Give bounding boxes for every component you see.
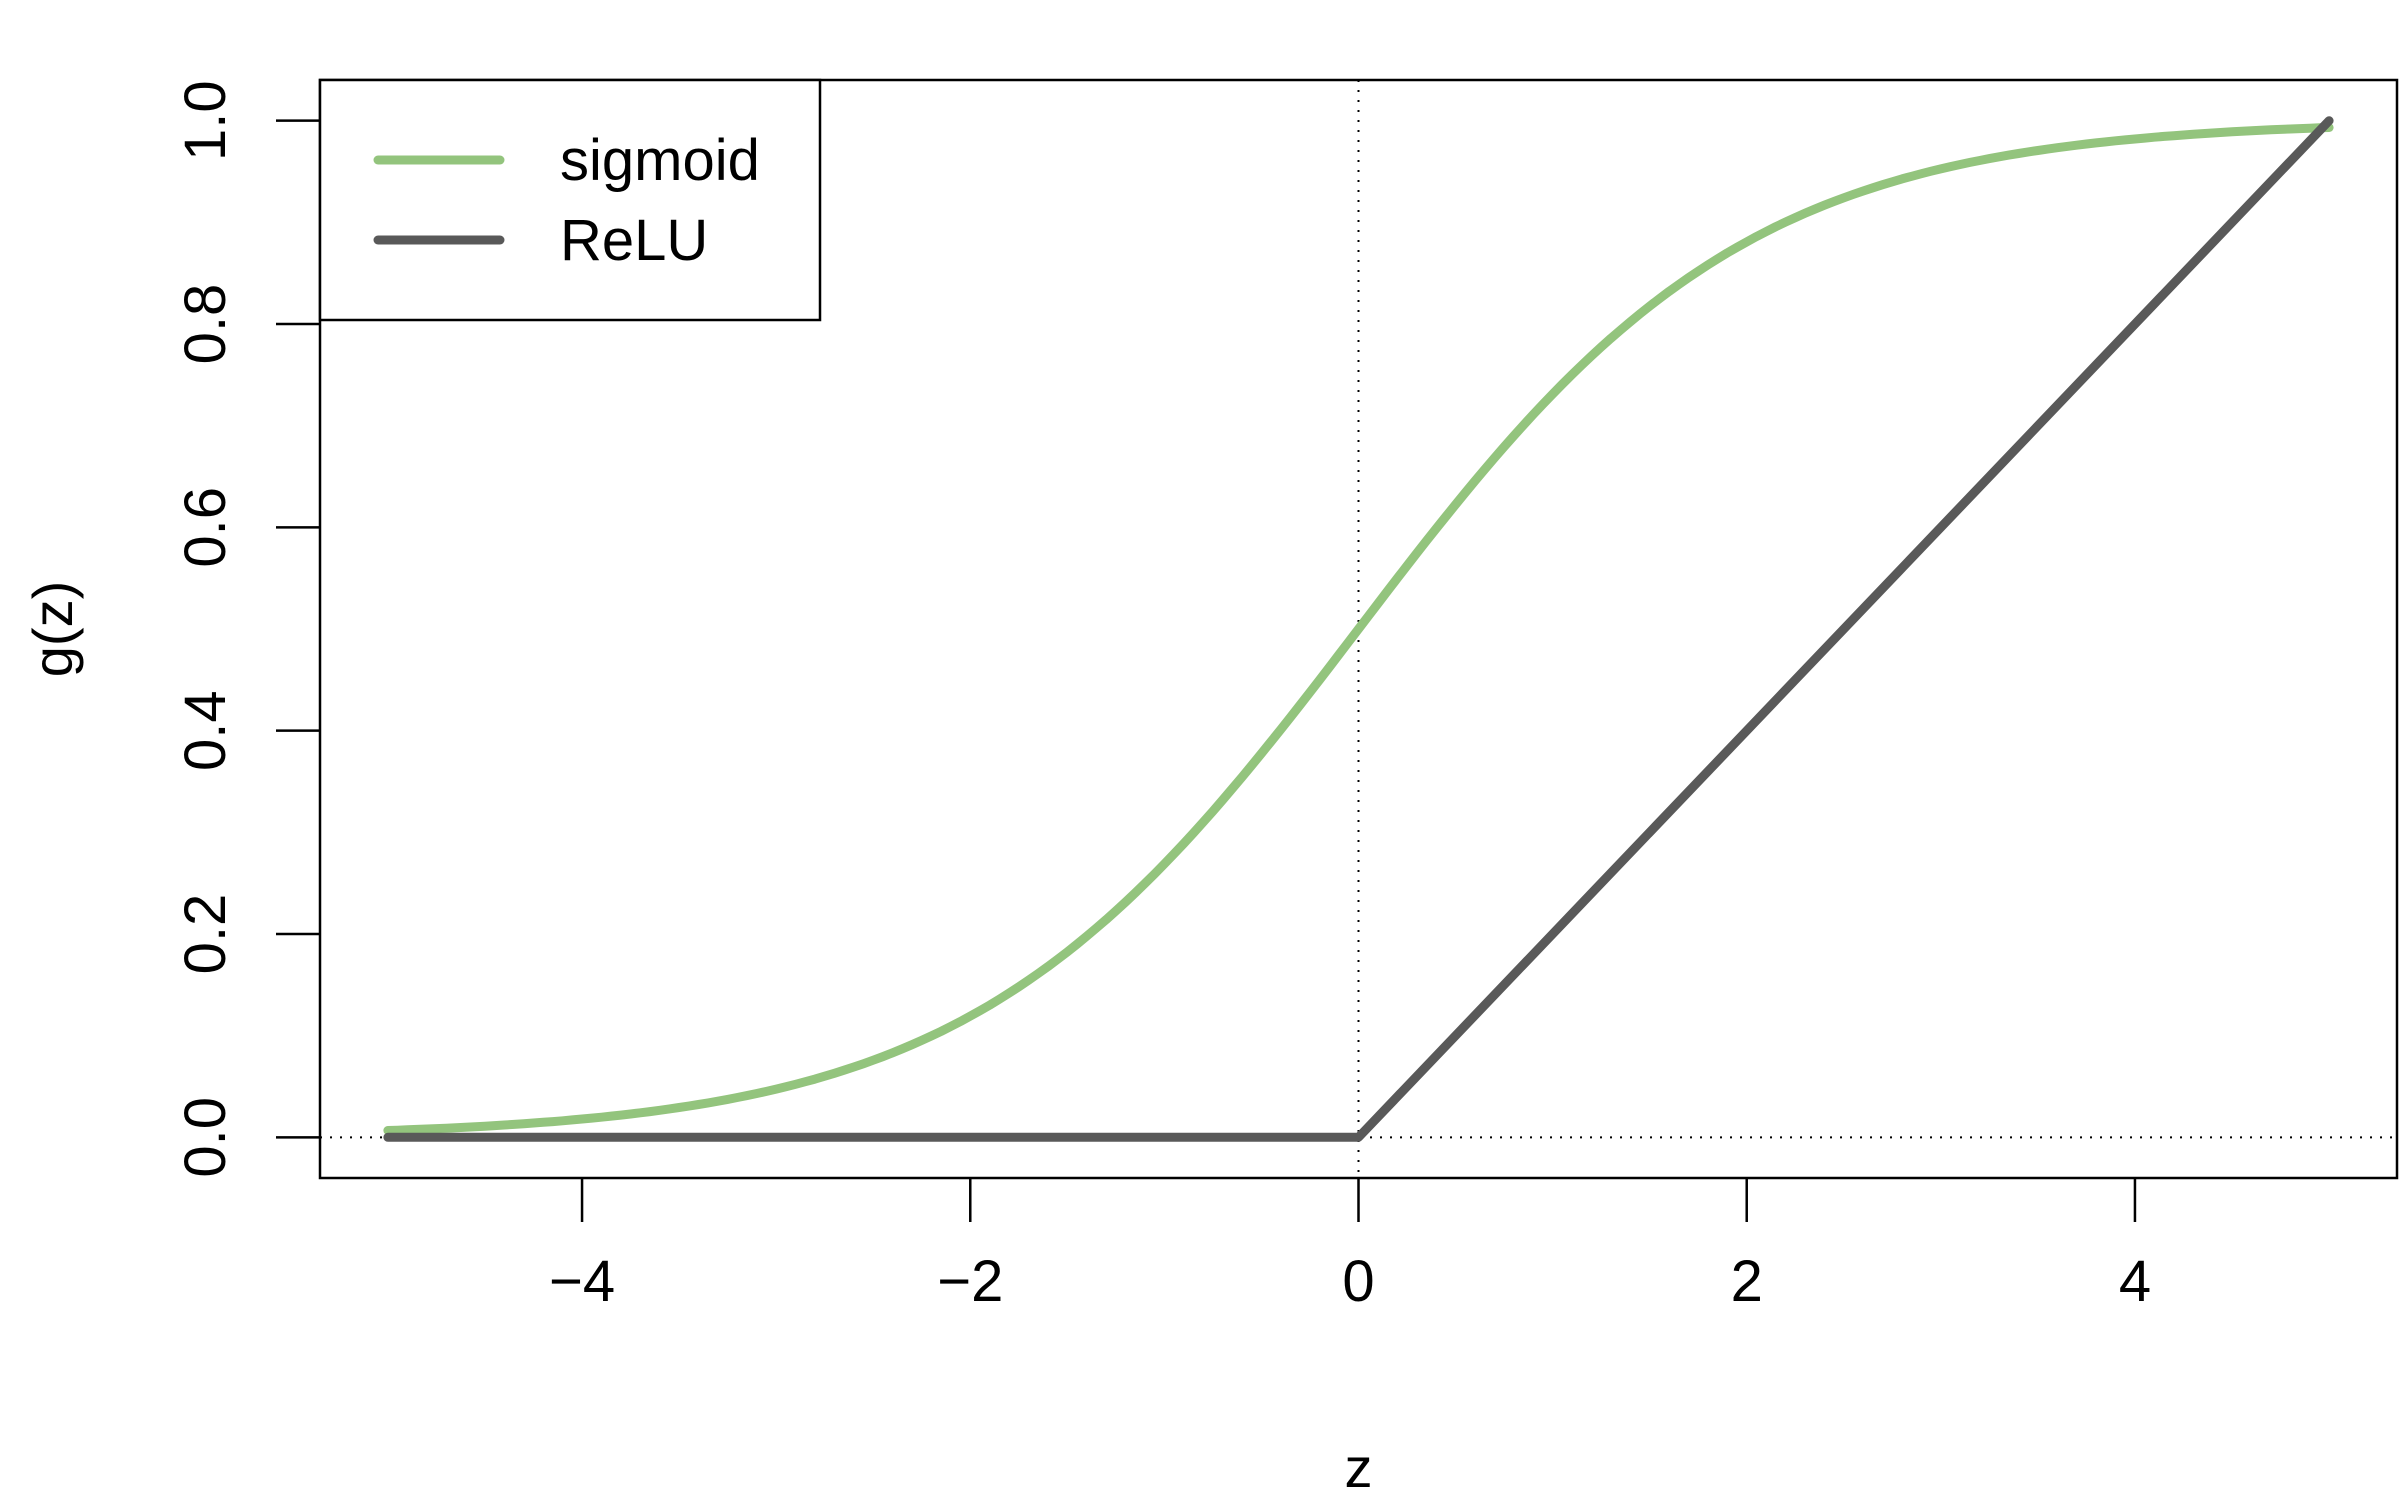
x-axis: −4 −2 0 2 4	[549, 1178, 2151, 1314]
y-tick-label: 1.0	[173, 80, 238, 161]
series-line-sigmoid	[383, 123, 2334, 1135]
x-tick-label: 4	[2119, 1249, 2151, 1314]
reference-lines	[320, 80, 2397, 1178]
x-axis-label: z	[1345, 1436, 1373, 1499]
legend-label: ReLU	[560, 208, 708, 273]
x-tick-label: −4	[549, 1249, 615, 1314]
y-axis-label: g(z)	[21, 581, 84, 677]
y-axis: 0.0 0.2 0.4 0.6 0.8 1.0	[173, 80, 320, 1178]
legend: sigmoid ReLU	[318, 78, 822, 322]
x-tick-label: 0	[1342, 1249, 1374, 1314]
y-tick-label: 0.6	[173, 487, 238, 568]
y-tick-label: 0.0	[173, 1097, 238, 1178]
x-tick-label: −2	[937, 1249, 1003, 1314]
legend-box	[318, 78, 822, 322]
x-tick-label: 2	[1731, 1249, 1763, 1314]
y-tick-label: 0.2	[173, 894, 238, 975]
y-tick-label: 0.4	[173, 690, 238, 771]
series-line-relu	[383, 116, 2334, 1142]
series-group	[383, 116, 2334, 1142]
legend-label: sigmoid	[560, 128, 760, 193]
y-tick-label: 0.8	[173, 284, 238, 365]
